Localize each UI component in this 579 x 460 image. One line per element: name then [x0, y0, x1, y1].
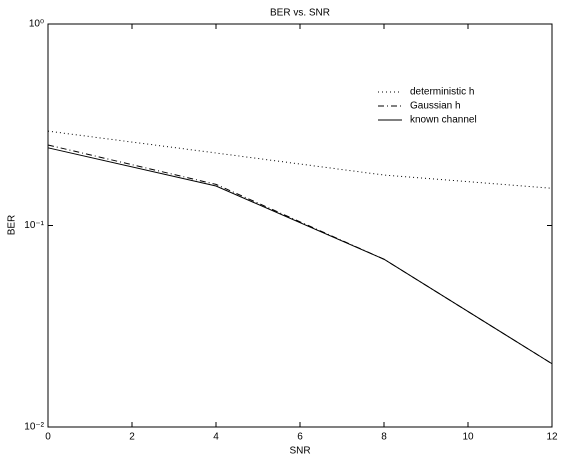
x-tick-label: 0	[45, 432, 51, 443]
x-tick-label: 6	[297, 432, 303, 443]
legend-label: deterministic h	[410, 87, 474, 98]
legend-label: known channel	[410, 115, 477, 126]
series-line	[47, 147, 553, 365]
plot-box	[47, 23, 553, 428]
series-line	[47, 130, 553, 189]
y-tick-label: 10⁰	[29, 19, 44, 30]
legend-label: Gaussian h	[410, 101, 461, 112]
x-tick-label: 8	[381, 432, 387, 443]
series-line	[47, 144, 553, 365]
x-tick-label: 12	[546, 432, 558, 443]
x-tick-label: 10	[462, 432, 474, 443]
y-tick-label: 10⁻¹	[24, 220, 44, 231]
x-tick-label: 2	[129, 432, 135, 443]
y-axis-label: BER	[7, 215, 18, 236]
x-axis-label: SNR	[289, 446, 310, 457]
y-tick-label: 10⁻²	[24, 422, 44, 433]
chart-title: BER vs. SNR	[270, 8, 330, 19]
x-tick-label: 4	[213, 432, 219, 443]
